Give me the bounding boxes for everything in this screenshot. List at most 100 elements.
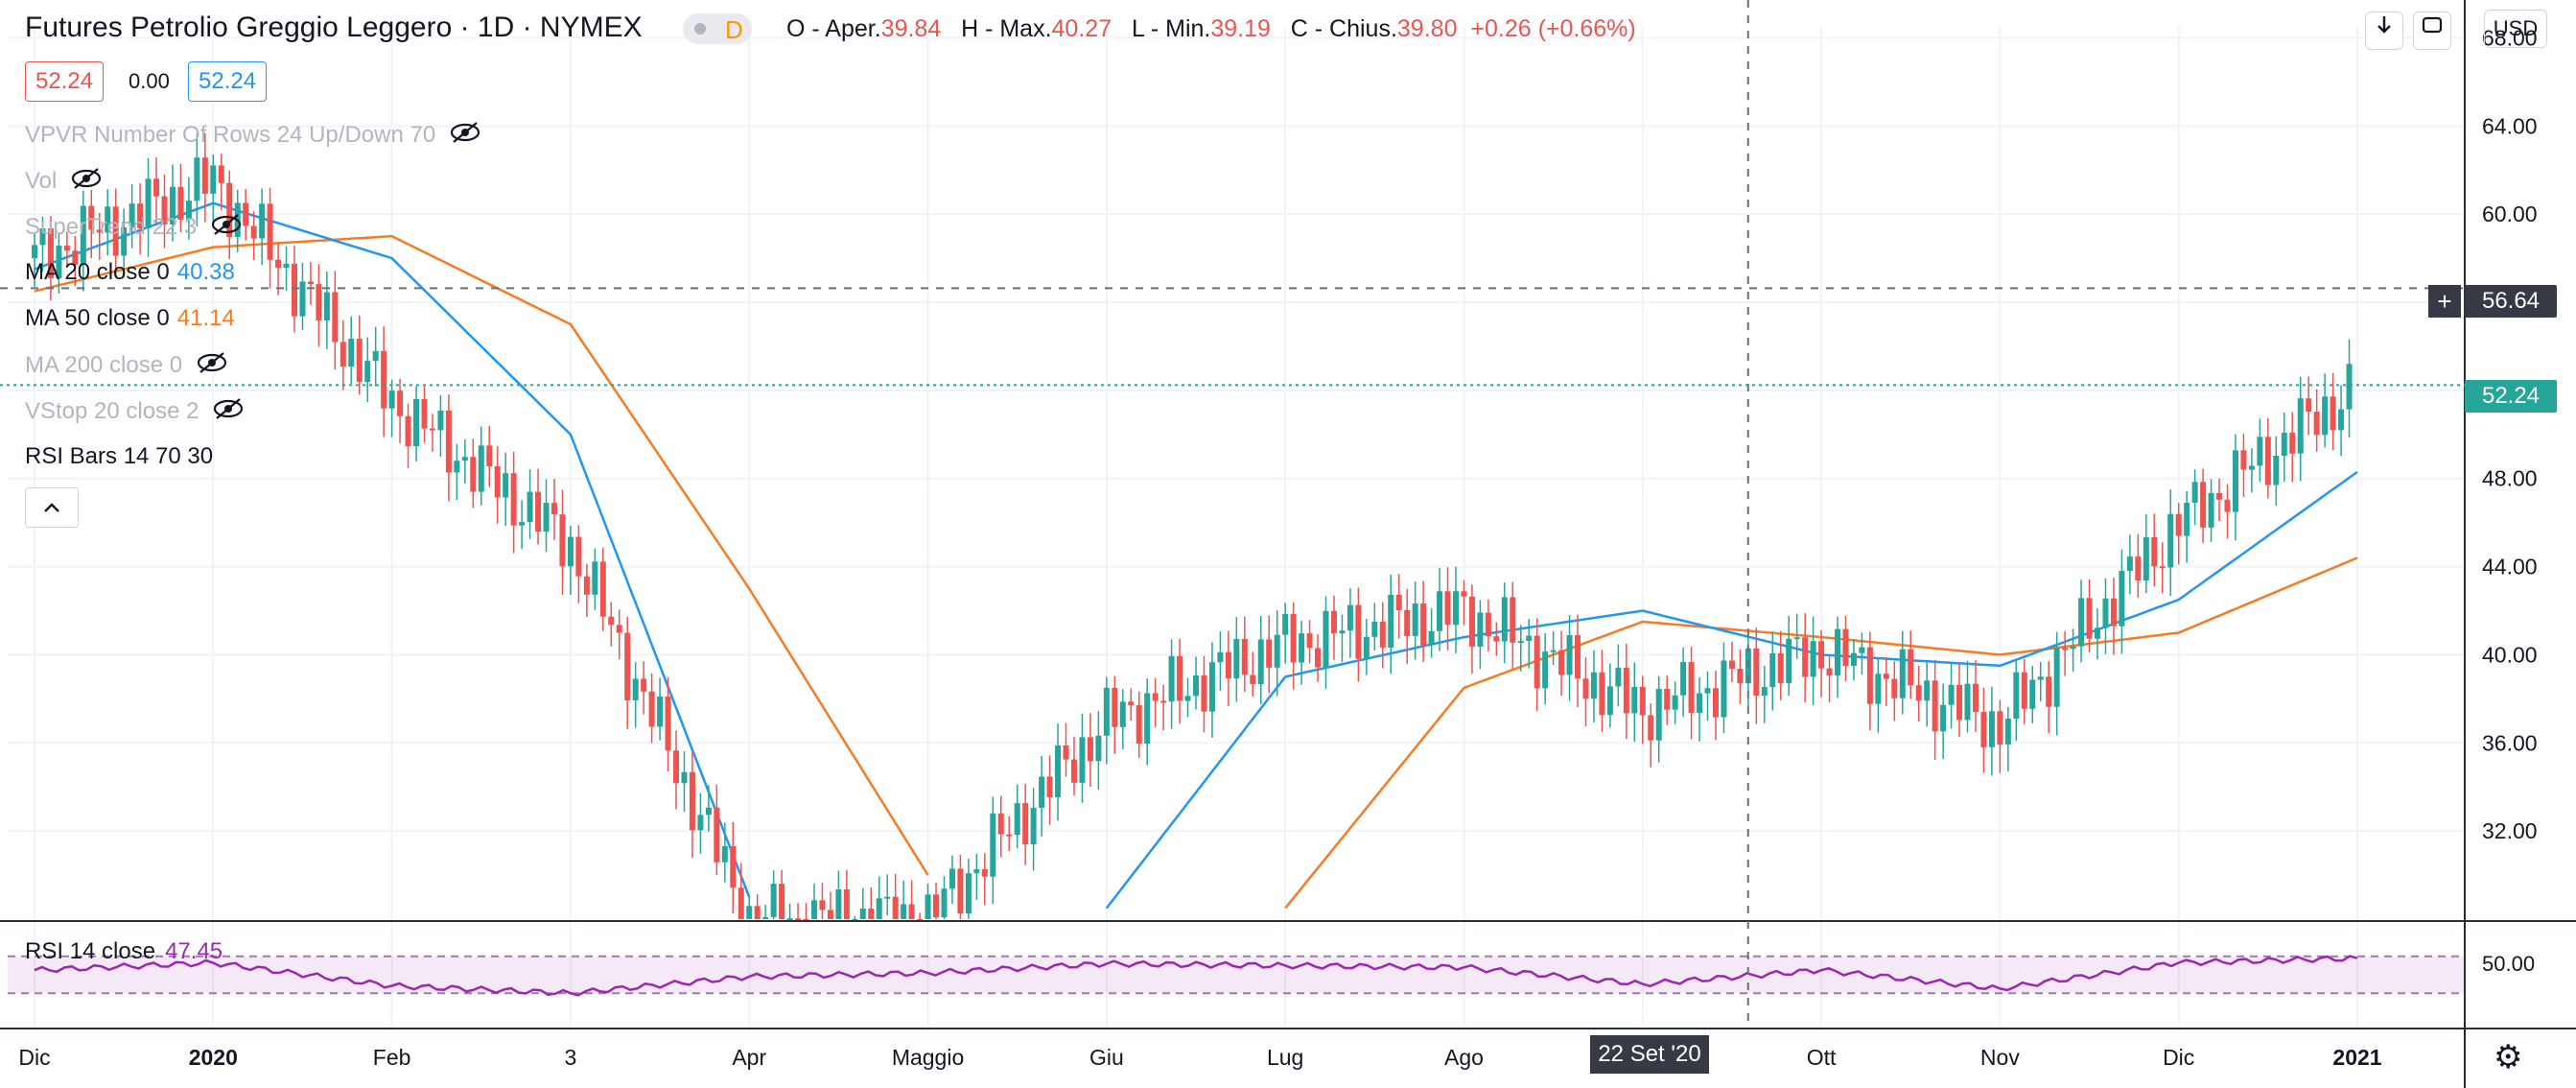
indicator-supertrend[interactable]: SuperTrend 22 3 [25,213,243,243]
candle-body [1030,808,1037,845]
candle-body [697,815,704,831]
currency-button[interactable]: USD [2484,10,2547,48]
last-price-tag: 52.24 [2465,380,2557,413]
candle-body [1420,603,1427,646]
candle-body [2004,719,2011,745]
candle-body [616,625,622,633]
candle-body [161,196,168,225]
indicator-vstop[interactable]: VStop 20 close 2 [25,397,245,427]
candle-body [1241,638,1248,675]
candle-body [1022,803,1029,845]
candle-body [39,228,46,246]
candle-body [770,884,777,917]
indicator-rsi-bars[interactable]: RSI Bars 14 70 30 [25,443,213,470]
time-axis-tick: Maggio [892,1045,964,1070]
price-axis-tick: 40.00 [2482,642,2538,667]
open-label: O - Aper. [786,15,881,42]
candle-body [657,697,664,727]
candle-body [1208,662,1215,712]
candle-body [1582,678,1589,699]
symbol-title[interactable]: Futures Petrolio Greggio Leggero · 1D · … [25,12,643,43]
candle-body [648,691,655,727]
candle-body [1250,674,1256,685]
scale-down-button[interactable] [2365,12,2403,50]
buy-price-button[interactable]: 52.24 [188,61,268,102]
candle-body [1477,612,1484,647]
price-axis-tick: 44.00 [2482,555,2538,579]
candle-body [981,869,988,877]
candle-body [1672,695,1678,710]
indicator-ma50[interactable]: MA 50 close 0 41.14 [25,305,235,332]
candle-body [96,229,103,233]
ma20-value: 40.38 [176,259,235,285]
candle-body [1680,662,1687,696]
candle-body [795,918,802,921]
candle-body [153,178,160,197]
candle-body [1461,591,1467,597]
candle-body [1940,704,1947,732]
eye-hidden-icon[interactable] [70,167,103,190]
eye-hidden-icon[interactable] [212,397,245,420]
candle-body [201,157,208,194]
candle-body [519,522,526,526]
candle-body [1282,613,1289,635]
candle-body [2037,676,2044,680]
candle-body [494,465,501,498]
candle-body [859,909,866,919]
rsi-value: 47.45 [165,938,223,964]
candle-body [1452,591,1459,626]
candle-body [1704,688,1711,694]
candle-body [323,292,330,321]
candle-body [1517,641,1524,644]
candle-body [632,678,639,700]
candle-body [210,165,217,194]
collapse-legend-button[interactable] [25,487,79,528]
time-axis-tick: 3 [565,1045,577,1070]
candle-body [1688,662,1695,713]
eye-hidden-icon[interactable] [449,121,481,144]
time-axis-tick: Dic [2163,1045,2194,1070]
high-value: 40.27 [1051,15,1112,42]
candle-body [1850,652,1857,667]
candle-body [2126,556,2133,571]
candle-body [535,491,542,532]
time-axis-tick: Ago [1444,1045,1484,1070]
indicator-ma20[interactable]: MA 20 close 0 40.38 [25,259,235,286]
fullscreen-button[interactable] [2413,12,2451,50]
candle-body [2264,437,2271,485]
candle-body [356,339,363,383]
candle-body [503,473,509,498]
candle-body [738,887,744,919]
close-value: 39.80 [1396,15,1458,42]
candle-body [2143,536,2149,581]
candle-body [1542,651,1549,689]
add-alert-plus-button[interactable]: + [2428,285,2461,318]
candle-body [461,457,468,461]
candle-body [1103,687,1110,736]
candle-body [2281,432,2287,456]
candle-body [1623,668,1629,714]
settings-gear-icon[interactable]: ⚙ [2494,1039,2523,1076]
candle-body [543,503,550,532]
market-status-badge[interactable]: D [683,13,752,44]
rsi-legend[interactable]: RSI 14 close 47.45 [25,938,222,965]
candle-body [803,918,809,921]
candle-body [1810,641,1816,677]
indicator-vol[interactable]: Vol [25,167,103,197]
candle-body [1915,685,1922,701]
time-axis-tick: 2021 [2332,1045,2381,1070]
price-axis-tick: 32.00 [2482,818,2538,843]
indicator-ma200[interactable]: MA 200 close 0 [25,351,228,381]
candle-body [2021,672,2027,709]
candle-body [1980,711,1987,747]
eye-hidden-icon[interactable] [210,213,243,236]
candle-body [267,203,273,260]
indicator-vpvr[interactable]: VPVR Number Of Rows 24 Up/Down 70 [25,121,481,151]
eye-hidden-icon[interactable] [196,351,228,374]
close-label: C - Chius. [1290,15,1397,42]
time-axis-tick: 2020 [189,1045,238,1070]
candle-body [2070,646,2076,650]
candle-body [641,678,647,692]
sell-price-button[interactable]: 52.24 [25,61,105,102]
